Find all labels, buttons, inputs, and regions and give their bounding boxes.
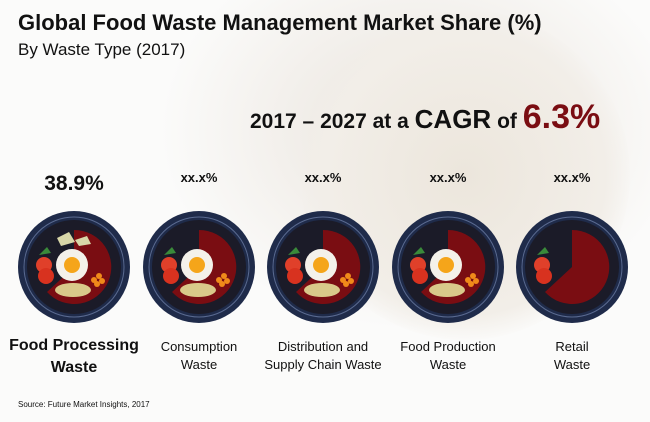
fried-egg-icon (305, 249, 337, 281)
share-sector (545, 229, 610, 304)
fried-egg-icon (181, 249, 213, 281)
source-note: Source: Future Market Insights, 2017 (18, 400, 150, 409)
value-label: 38.9% (44, 172, 104, 195)
category-label: Distribution and Supply Chain Waste (253, 338, 393, 374)
herb-icon (288, 247, 300, 255)
category-label-line: Distribution and (277, 339, 369, 354)
category-label: Food Processing Waste (4, 335, 144, 379)
herb-icon (537, 247, 549, 255)
category-label: Retail Waste (502, 338, 642, 374)
herb-icon (39, 247, 51, 255)
category-label-line: Waste (429, 357, 467, 372)
category-label: Food Production Waste (378, 338, 518, 374)
category-label-line: Food Production (400, 339, 496, 354)
fried-egg-icon (56, 249, 88, 281)
noodles-icon (304, 283, 340, 297)
roe-icon (216, 273, 230, 287)
fried-egg-icon (430, 249, 462, 281)
tomato-icon (410, 257, 428, 284)
value-label: xx.x% (553, 170, 591, 185)
roe-icon (91, 273, 105, 287)
value-label: xx.x% (304, 170, 342, 185)
tomato-icon (285, 257, 303, 284)
tomato-icon (534, 257, 552, 284)
cagr-of: of (497, 110, 517, 133)
herb-icon (413, 247, 425, 255)
plate-pie-mark (515, 210, 629, 324)
cagr-word: CAGR (414, 104, 492, 134)
tomato-icon (161, 257, 179, 284)
tomato-icon (36, 257, 54, 284)
herb-icon (164, 247, 176, 255)
category-label-line: Waste (180, 357, 218, 372)
chart-subtitle: By Waste Type (2017) (18, 40, 186, 59)
plate-pie-mark (391, 210, 505, 324)
noodles-icon (180, 283, 216, 297)
value-label: xx.x% (180, 170, 218, 185)
category-label-line: Retail (555, 339, 589, 354)
plate-pie-mark (266, 210, 380, 324)
plate-pie-mark (17, 210, 131, 324)
category-label-line: Food Processing (9, 337, 139, 354)
value-label: xx.x% (429, 170, 467, 185)
noodles-icon (55, 283, 91, 297)
category-label-line: Waste (553, 357, 591, 372)
cagr-prefix: 2017 – 2027 at a (250, 110, 409, 133)
roe-icon (340, 273, 354, 287)
category-label-line: Consumption (160, 339, 238, 354)
category-label: Consumption Waste (129, 338, 269, 374)
roe-icon (465, 273, 479, 287)
chart-title: Global Food Waste Management Market Shar… (18, 10, 542, 35)
category-label-line: Waste (50, 359, 98, 376)
tortilla-icon (57, 232, 91, 246)
noodles-icon (429, 283, 465, 297)
plate-pie-mark (142, 210, 256, 324)
cagr-callout: 2017 – 2027 at a CAGR of 6.3% (250, 98, 600, 137)
cagr-value: 6.3% (522, 98, 601, 136)
category-label-line: Supply Chain Waste (264, 357, 382, 372)
